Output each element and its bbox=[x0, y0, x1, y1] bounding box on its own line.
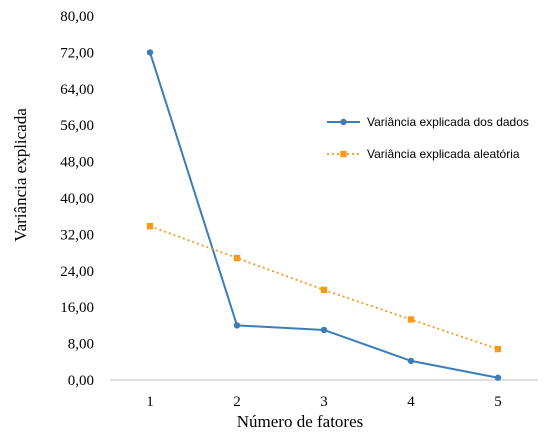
data-point bbox=[146, 223, 154, 230]
data-point bbox=[320, 326, 328, 334]
data-point bbox=[494, 345, 502, 353]
y-axis-ticks: 0,00 8,00 16,00 24,00 32,00 40,00 48,00 56,00 64… bbox=[60, 9, 94, 389]
legend-marker bbox=[340, 150, 347, 158]
data-point bbox=[233, 322, 241, 329]
x-tick-label: 2 bbox=[233, 394, 241, 410]
y-tick-label: 72,00 bbox=[60, 45, 94, 61]
y-tick-label: 40,00 bbox=[60, 191, 94, 207]
x-axis-ticks: 1 2 3 4 5 bbox=[146, 394, 502, 410]
legend-item: Variância explicada aleatória bbox=[327, 147, 520, 161]
y-axis-label: Variância explicada bbox=[11, 108, 30, 242]
x-tick-label: 5 bbox=[494, 394, 502, 410]
data-point bbox=[320, 286, 328, 294]
series-2 bbox=[146, 223, 502, 353]
legend-label: Variância explicada dos dados bbox=[367, 115, 529, 129]
y-tick-label: 80,00 bbox=[60, 9, 94, 25]
y-tick-label: 32,00 bbox=[60, 227, 94, 243]
data-point bbox=[233, 254, 241, 262]
y-tick-label: 48,00 bbox=[60, 155, 94, 171]
data-point bbox=[407, 316, 415, 323]
y-tick-label: 16,00 bbox=[60, 300, 94, 316]
series-layer bbox=[146, 49, 502, 381]
y-tick-label: 0,00 bbox=[68, 373, 94, 389]
y-tick-label: 64,00 bbox=[60, 82, 94, 98]
data-point bbox=[407, 357, 415, 365]
y-tick-label: 56,00 bbox=[60, 118, 94, 134]
x-tick-label: 4 bbox=[407, 394, 415, 410]
y-tick-label: 8,00 bbox=[68, 337, 94, 353]
series-1 bbox=[146, 49, 502, 381]
legend: Variância explicada dos dados Variância e… bbox=[327, 115, 529, 161]
data-point bbox=[494, 374, 502, 381]
legend-item: Variância explicada dos dados bbox=[327, 115, 529, 129]
x-tick-label: 1 bbox=[146, 394, 154, 410]
legend-marker bbox=[340, 118, 347, 126]
legend-label: Variância explicada aleatória bbox=[367, 147, 520, 161]
data-point bbox=[146, 49, 154, 56]
y-tick-label: 24,00 bbox=[60, 264, 94, 280]
x-axis-label: Número de fatores bbox=[237, 412, 364, 431]
x-tick-label: 3 bbox=[320, 394, 328, 410]
